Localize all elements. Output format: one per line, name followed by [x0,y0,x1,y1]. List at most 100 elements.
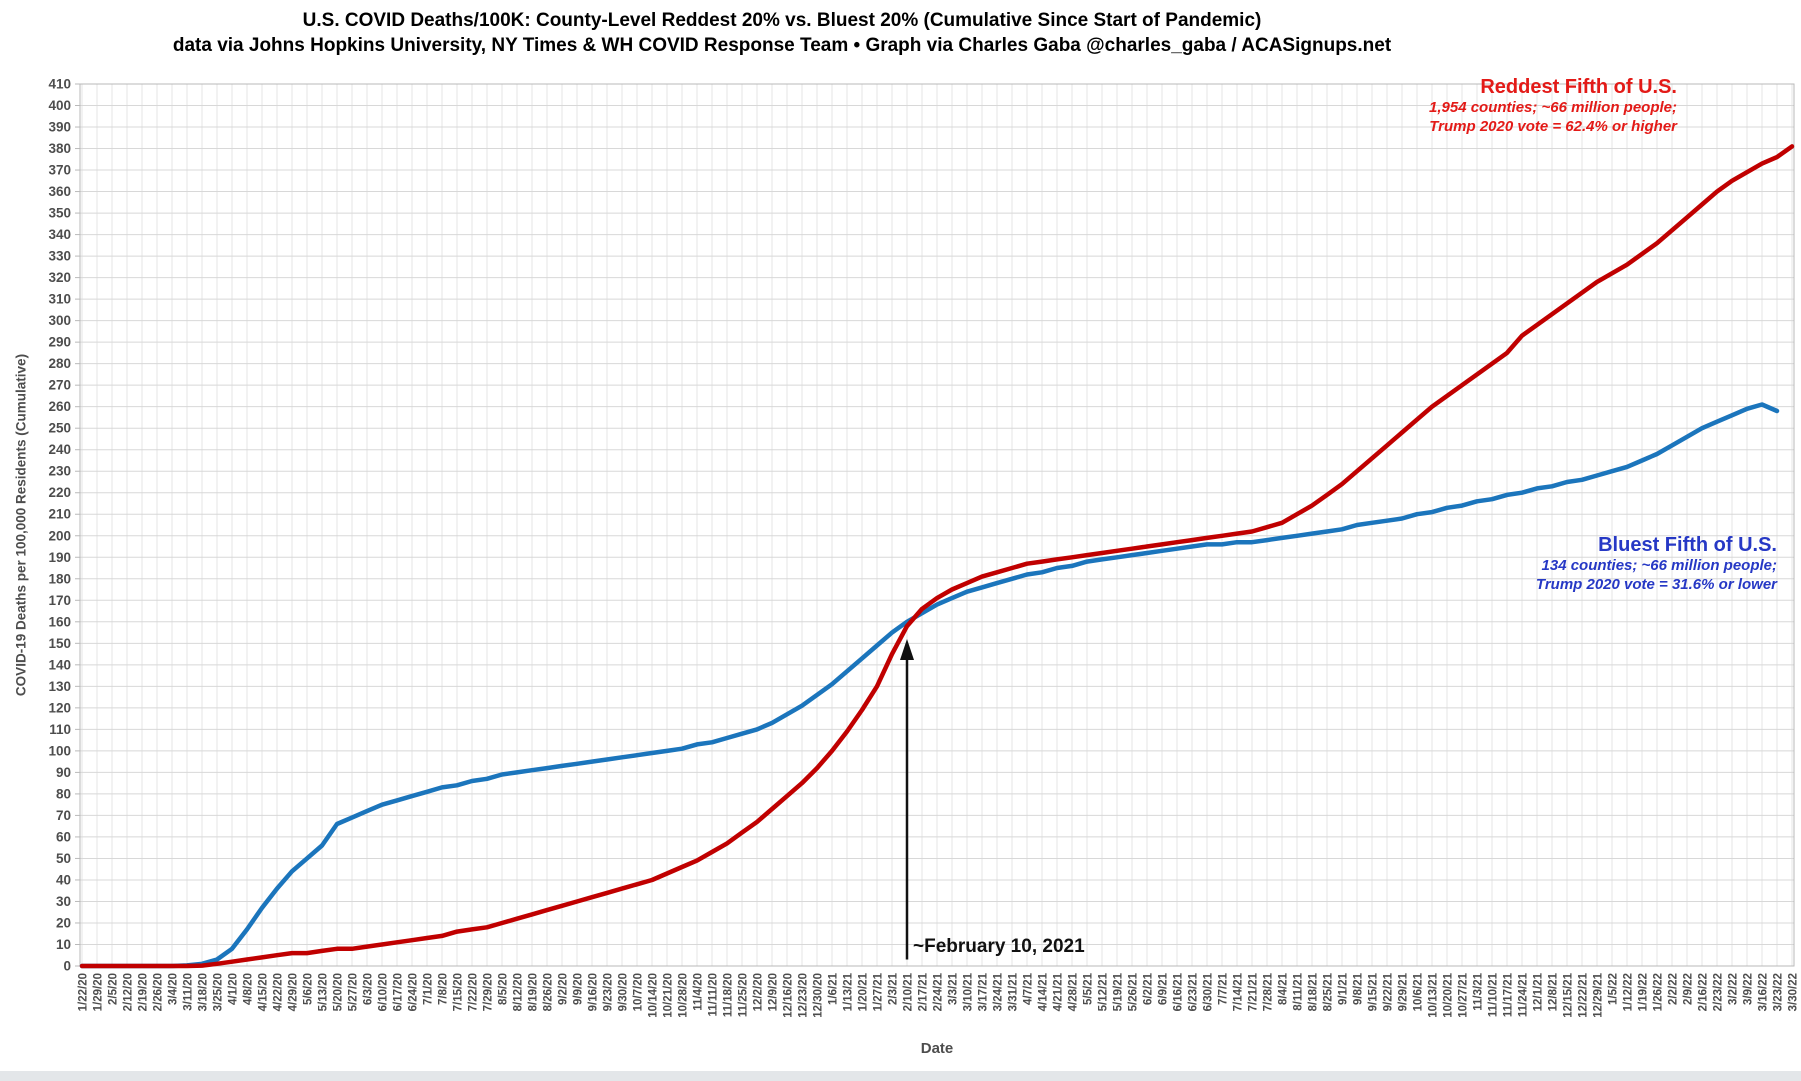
y-tick-label: 60 [56,829,71,844]
x-tick-label: 2/12/20 [123,973,135,1011]
annotation-date-label: ~February 10, 2021 [913,936,1085,957]
y-tick-label: 30 [56,894,71,909]
x-tick-label: 12/9/20 [768,973,780,1011]
x-tick-label: 9/15/21 [1368,972,1380,1011]
x-tick-label: 2/10/21 [903,972,915,1011]
x-tick-label: 10/13/21 [1428,972,1440,1017]
x-tick-label: 6/24/20 [408,973,420,1011]
chart-title: U.S. COVID Deaths/100K: County-Level Red… [302,10,1262,31]
x-tick-label: 2/17/21 [918,972,930,1011]
x-tick-label: 5/27/20 [348,973,360,1011]
x-tick-label: 4/7/21 [1023,972,1035,1005]
x-tick-label: 11/3/21 [1473,972,1485,1010]
y-tick-label: 90 [56,765,71,780]
x-tick-label: 12/29/21 [1593,972,1605,1017]
x-tick-label: 5/13/20 [318,973,330,1011]
x-tick-label: 5/20/20 [333,973,345,1011]
y-tick-label: 20 [56,915,71,930]
legend-bluest-line1: 134 counties; ~66 million people; [1541,557,1777,574]
x-tick-label: 6/9/21 [1158,972,1170,1005]
y-tick-label: 200 [48,528,71,543]
x-tick-label: 12/30/20 [813,973,825,1018]
x-tick-label: 4/29/20 [288,973,300,1011]
x-tick-label: 3/24/21 [993,972,1005,1011]
x-tick-label: 6/2/21 [1143,972,1155,1005]
x-tick-label: 9/2/20 [558,973,570,1005]
x-tick-label: 7/1/20 [423,973,435,1005]
x-tick-label: 11/4/20 [693,973,705,1011]
legend-bluest: Bluest Fifth of U.S. 134 counties; ~66 m… [1536,534,1777,594]
y-axis-tick-labels: 0 10 20 30 40 50 60 70 80 90 100 110 120 130 140 150 160… [48,77,71,974]
y-tick-label: 410 [48,77,71,92]
x-tick-label: 8/25/21 [1323,972,1335,1011]
x-tick-label: 4/14/21 [1038,972,1050,1011]
x-tick-label: 5/6/20 [303,973,315,1005]
x-tick-label: 9/23/20 [603,973,615,1011]
x-tick-label: 1/5/22 [1608,973,1620,1005]
x-tick-label: 3/11/20 [183,973,195,1011]
y-tick-label: 180 [48,571,71,586]
legend-reddest-line1: 1,954 counties; ~66 million people; [1429,99,1677,116]
legend-bluest-line2: Trump 2020 vote = 31.6% or lower [1535,576,1777,593]
x-tick-label: 8/26/20 [543,973,555,1011]
x-tick-label: 7/29/20 [483,973,495,1011]
y-tick-label: 110 [49,722,71,737]
y-tick-label: 150 [48,636,71,651]
x-tick-label: 3/4/20 [168,973,180,1005]
y-tick-label: 300 [48,313,71,328]
x-tick-label: 3/17/21 [978,972,990,1011]
x-tick-label: 1/13/21 [843,972,855,1011]
x-tick-label: 2/2/22 [1668,973,1680,1005]
x-tick-label: 11/11/20 [708,973,720,1017]
x-tick-label: 5/12/21 [1098,972,1110,1011]
x-tick-label: 9/16/20 [588,973,600,1011]
y-tick-label: 240 [48,442,71,457]
x-tick-label: 6/23/21 [1188,972,1200,1011]
y-tick-label: 50 [56,851,71,866]
y-tick-label: 10 [56,937,71,952]
x-tick-label: 7/7/21 [1218,972,1230,1005]
x-tick-label: 3/23/22 [1773,973,1785,1011]
x-tick-label: 6/3/20 [363,973,375,1005]
x-tick-label: 12/15/21 [1563,972,1575,1017]
y-tick-label: 80 [56,786,71,801]
y-axis-title: COVID-19 Deaths per 100,000 Residents (C… [13,353,29,697]
x-tick-label: 9/30/20 [618,973,630,1011]
x-tick-label: 1/29/20 [93,973,105,1011]
series-reddest-line [79,144,1795,969]
x-tick-label: 11/17/21 [1503,972,1515,1017]
legend-reddest-line2: Trump 2020 vote = 62.4% or higher [1429,118,1677,135]
x-tick-label: 7/8/20 [438,973,450,1005]
y-tick-label: 310 [48,292,71,307]
window-bottom-strip [0,1071,1801,1081]
x-tick-label: 3/31/21 [1008,972,1020,1011]
x-tick-label: 10/27/21 [1458,972,1470,1017]
x-tick-label: 10/14/20 [648,973,660,1018]
x-tick-label: 8/4/21 [1278,972,1290,1005]
x-tick-label: 8/19/20 [528,973,540,1011]
plot-border [79,83,1795,967]
x-tick-label: 5/19/21 [1113,972,1125,1011]
y-tick-label: 340 [48,227,71,242]
y-tick-label: 400 [48,98,71,113]
y-tick-label: 170 [48,593,71,608]
x-tick-label: 11/10/21 [1488,972,1500,1017]
x-tick-label: 2/19/20 [138,973,150,1011]
x-tick-label: 12/22/21 [1578,972,1590,1017]
x-tick-label: 1/26/22 [1653,973,1665,1011]
x-tick-label: 2/24/21 [933,972,945,1011]
x-tick-label: 3/3/21 [948,972,960,1005]
y-tick-label: 330 [48,249,71,264]
y-tick-label: 250 [48,421,71,436]
y-tick-label: 220 [48,485,71,500]
x-tick-label: 2/26/20 [153,973,165,1011]
x-tick-label: 9/8/21 [1353,972,1365,1005]
x-tick-label: 1/12/22 [1623,973,1635,1011]
x-tick-label: 7/28/21 [1263,972,1275,1011]
x-tick-label: 8/11/21 [1293,972,1305,1010]
x-tick-label: 12/8/21 [1548,972,1560,1011]
y-tick-label: 140 [48,657,71,672]
x-tick-label: 2/3/21 [888,972,900,1005]
x-tick-label: 8/5/20 [498,973,510,1005]
